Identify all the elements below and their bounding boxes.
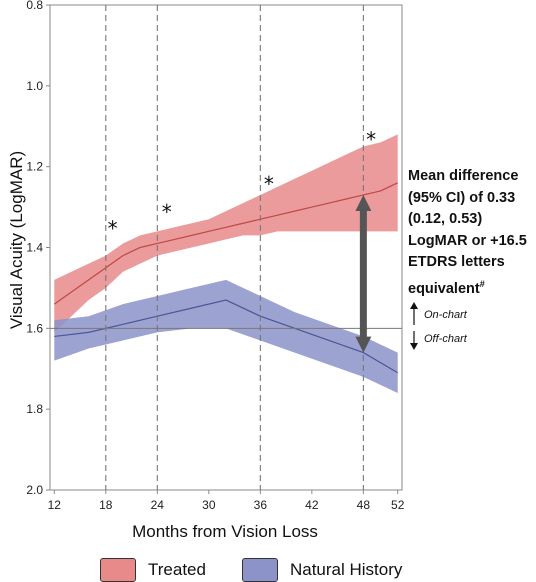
mean-line-treated: [53, 182, 398, 305]
significance-marker: *: [108, 216, 118, 240]
plot-area: * * * *: [49, 4, 403, 491]
annotation-line: LogMAR or +16.5: [408, 232, 527, 249]
mean-line-natural-history: [54, 299, 399, 374]
x-tick-label: 52: [391, 498, 405, 512]
difference-arrow-head-bottom: [355, 336, 372, 353]
annotation-line: (0.12, 0.53): [408, 211, 483, 227]
on-chart-label: On-chart: [424, 309, 468, 321]
off-chart-label: Off-chart: [424, 333, 468, 345]
on-off-chart-indicator: On-chart Off-chart: [410, 302, 468, 350]
y-tick-label: 1.0: [26, 79, 43, 93]
y-tick-label: 1.8: [26, 402, 43, 416]
x-tick-label: 42: [305, 498, 319, 512]
x-tick-label: 12: [48, 498, 62, 512]
x-tick-label: 36: [254, 498, 268, 512]
y-tick-label: 2.0: [26, 483, 43, 497]
y-axis-title: Visual Acuity (LogMAR): [7, 151, 26, 329]
plot-frame: [49, 4, 403, 491]
significance-marker: *: [162, 200, 172, 224]
difference-arrow-head-top: [355, 194, 372, 211]
x-tick-label: 48: [357, 498, 371, 512]
x-axis: 12 18 24 30 36 42 48 52: [48, 490, 405, 512]
on-chart-arrowhead: [410, 302, 418, 309]
legend-item-natural-history: Natural History: [241, 558, 403, 582]
y-tick-label: 1.6: [26, 321, 43, 335]
legend-swatch-natural-history: [241, 558, 278, 582]
annotation-line: Mean difference: [408, 168, 519, 184]
annotation-last-line: equivalent: [408, 280, 480, 297]
legend-label: Treated: [148, 560, 206, 579]
x-tick-label: 18: [99, 498, 113, 512]
significance-marker: *: [264, 172, 274, 196]
y-tick-label: 0.8: [26, 0, 43, 12]
legend-swatch-treated: [100, 558, 136, 582]
annotation-line: (95% CI) of 0.33: [408, 189, 516, 206]
legend-label: Natural History: [289, 560, 403, 579]
significance-marker: *: [366, 127, 376, 151]
annotation-line: equivalent#: [408, 274, 536, 300]
x-tick-label: 30: [202, 498, 216, 512]
off-chart-arrowhead: [410, 343, 418, 350]
y-tick-label: 1.2: [26, 160, 43, 174]
legend: Treated Natural History: [100, 558, 438, 582]
legend-item-treated: Treated: [100, 558, 206, 582]
x-axis-title: Months from Vision Loss: [132, 522, 318, 541]
x-tick-label: 24: [151, 498, 165, 512]
ci-band-natural-history: [54, 279, 398, 393]
y-tick-label: 1.4: [26, 241, 43, 255]
annotation-line: ETDRS letters: [408, 254, 505, 270]
y-axis: 0.8 1.0 1.2 1.4 1.6 1.8 2.0: [26, 0, 50, 497]
mean-difference-annotation: Mean difference (95% CI) of 0.33 (0.12, …: [408, 166, 536, 300]
annotation-footnote-mark: #: [479, 278, 485, 289]
ci-band-treated: [54, 134, 398, 333]
